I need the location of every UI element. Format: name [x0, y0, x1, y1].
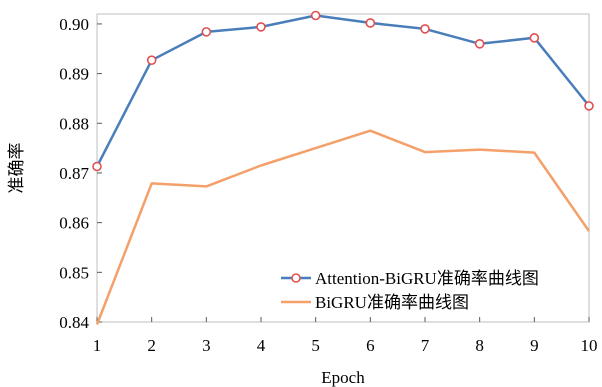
y-axis-label: 准确率	[7, 143, 26, 194]
legend-entry-label: Attention-BiGRU准确率曲线图	[315, 269, 539, 288]
x-tick-label: 6	[366, 336, 375, 355]
data-point	[365, 18, 376, 28]
x-tick-label: 4	[257, 336, 266, 355]
x-tick-label: 3	[202, 336, 211, 355]
y-tick-label: 0.89	[59, 65, 89, 84]
data-point	[92, 161, 102, 172]
y-tick-label: 0.90	[59, 15, 89, 34]
data-point	[256, 22, 266, 32]
y-tick-label: 0.86	[59, 214, 89, 233]
legend-entry-label: BiGRU准确率曲线图	[315, 293, 469, 312]
series-line	[95, 129, 591, 325]
series-1	[95, 129, 591, 325]
x-tick-label: 1	[93, 336, 102, 355]
y-tick-label: 0.88	[59, 114, 89, 133]
x-tick-label: 9	[530, 336, 539, 355]
y-tick-label: 0.85	[59, 263, 89, 282]
data-point	[310, 10, 321, 21]
data-point	[584, 101, 594, 111]
x-tick-label: 10	[581, 336, 598, 355]
x-tick-label: 2	[147, 336, 156, 355]
legend-entries: Attention-BiGRU准确率曲线图 BiGRU准确率曲线图	[281, 269, 539, 312]
series-0	[92, 10, 594, 172]
legend-box	[278, 262, 586, 316]
y-tick-label: 0.84	[59, 313, 89, 332]
legend: Attention-BiGRU准确率曲线图 BiGRU准确率曲线图	[278, 262, 586, 316]
x-axis-ticks: 1 2 3 4 5 6 7 8 9 10	[93, 317, 598, 355]
y-tick-label: 0.87	[59, 164, 89, 183]
x-tick-label: 5	[311, 336, 320, 355]
data-point	[474, 39, 485, 49]
data-point	[146, 55, 157, 66]
legend-swatch-marker	[291, 273, 301, 283]
data-point	[529, 33, 540, 43]
series-line	[95, 14, 590, 168]
x-tick-label: 8	[475, 336, 484, 355]
data-point	[420, 24, 430, 34]
series-layer	[92, 10, 594, 325]
x-tick-label: 7	[421, 336, 430, 355]
data-point	[201, 27, 212, 37]
y-axis-ticks: 0.84 0.85 0.86 0.87 0.88 0.89 0.90	[59, 15, 102, 332]
x-axis-label: Epoch	[321, 368, 365, 387]
